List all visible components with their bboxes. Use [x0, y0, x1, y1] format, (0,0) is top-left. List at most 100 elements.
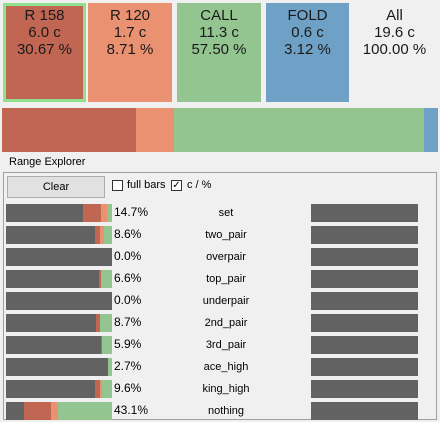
bar-segment — [6, 402, 25, 420]
hand-category-row[interactable]: 9.6% king_high — [6, 379, 434, 398]
hand-category-row[interactable]: 8.6% two_pair — [6, 225, 434, 244]
bar-segment — [100, 314, 112, 332]
strategy-strip — [2, 108, 438, 152]
action-mix-bar — [6, 402, 112, 420]
bar-segment — [101, 270, 112, 288]
tile-value: 0.6 c — [291, 24, 324, 41]
action-tile[interactable]: FOLD 0.6 c 3.12 % — [266, 3, 349, 102]
tile-name: FOLD — [287, 7, 328, 24]
tile-name: CALL — [200, 7, 238, 24]
category-name: 3rd_pair — [205, 339, 247, 351]
category-name: 2nd_pair — [204, 317, 248, 329]
tile-value: 1.7 c — [113, 24, 147, 41]
tile-pct: 30.67 % — [16, 41, 73, 58]
category-name: two_pair — [205, 229, 247, 241]
detail-bar — [311, 248, 418, 266]
action-mix-bar — [6, 226, 112, 244]
tile-pct: 3.12 % — [284, 41, 331, 58]
c-pct-checkbox[interactable]: ✓ — [171, 180, 182, 191]
action-mix-bar — [6, 248, 112, 266]
bar-segment — [50, 402, 58, 420]
category-name: overpair — [206, 251, 246, 263]
tile-value: 19.6 c — [374, 24, 415, 41]
category-percent: 8.7% — [114, 315, 142, 329]
range-explorer-title: Range Explorer — [9, 156, 86, 168]
hand-category-row[interactable]: 43.1% nothing — [6, 401, 434, 420]
full-bars-checkbox[interactable] — [112, 180, 123, 191]
hand-category-row[interactable]: 14.7% set — [6, 203, 434, 222]
bar-segment — [6, 226, 96, 244]
bar-segment — [100, 380, 103, 398]
bar-segment — [103, 226, 112, 244]
bar-segment — [99, 270, 102, 288]
bar-segment — [101, 336, 103, 354]
category-percent: 6.6% — [114, 271, 142, 285]
detail-bar — [311, 336, 418, 354]
clear-button[interactable]: Clear — [7, 176, 105, 198]
category-percent: 2.7% — [114, 359, 142, 373]
tile-value: 6.0 c — [28, 24, 61, 41]
bar-segment — [96, 314, 101, 332]
category-name: underpair — [202, 295, 250, 307]
action-tile[interactable]: R 158 6.0 c 30.67 % — [3, 3, 86, 102]
bar-segment — [6, 204, 84, 222]
category-percent: 9.6% — [114, 381, 142, 395]
bar-segment — [57, 402, 112, 420]
strip-segment — [135, 108, 174, 152]
strip-segment — [424, 108, 438, 152]
strip-segment — [2, 108, 136, 152]
bar-segment — [101, 204, 107, 222]
action-tile[interactable]: R 120 1.7 c 8.71 % — [88, 3, 172, 102]
action-mix-bar — [6, 358, 112, 376]
category-percent: 43.1% — [114, 403, 149, 417]
action-tile[interactable]: All 19.6 c 100.00 % — [351, 3, 438, 102]
detail-bar — [311, 358, 418, 376]
detail-bar — [311, 292, 418, 310]
hand-category-row[interactable]: 2.7% ace_high — [6, 357, 434, 376]
bar-segment — [24, 402, 51, 420]
action-mix-bar — [6, 270, 112, 288]
hand-category-row[interactable]: 6.6% top_pair — [6, 269, 434, 288]
hand-category-row[interactable]: 0.0% underpair — [6, 291, 434, 310]
hand-category-row[interactable]: 0.0% overpair — [6, 247, 434, 266]
tile-name: R 120 — [109, 7, 151, 24]
category-name: top_pair — [206, 273, 246, 285]
strip-segment — [173, 108, 425, 152]
action-mix-bar — [6, 292, 112, 310]
detail-bar — [311, 314, 418, 332]
bar-segment — [102, 380, 112, 398]
bar-segment — [106, 204, 112, 222]
range-explorer-panel: Clear full bars ✓ c / % 14.7% set 8.6% two_… — [3, 172, 437, 420]
category-percent: 14.7% — [114, 205, 149, 219]
c-pct-label: c / % — [187, 179, 212, 191]
bar-segment — [6, 358, 108, 376]
full-bars-label: full bars — [127, 179, 166, 191]
tile-value: 11.3 c — [199, 24, 239, 41]
hand-category-row[interactable]: 8.7% 2nd_pair — [6, 313, 434, 332]
category-percent: 0.0% — [114, 249, 142, 263]
category-name: ace_high — [203, 361, 249, 373]
bar-segment — [6, 380, 96, 398]
bar-segment — [100, 226, 104, 244]
action-mix-bar — [6, 336, 112, 354]
category-percent: 8.6% — [114, 227, 142, 241]
tile-pct: 100.00 % — [362, 41, 427, 58]
bar-segment — [95, 226, 101, 244]
detail-bar — [311, 270, 418, 288]
action-mix-bar — [6, 314, 112, 332]
tile-name: All — [386, 7, 403, 24]
detail-bar — [311, 402, 418, 420]
detail-bar — [311, 204, 418, 222]
bar-segment — [83, 204, 102, 222]
tile-pct: 8.71 % — [106, 41, 154, 58]
action-mix-bar — [6, 380, 112, 398]
hand-category-row[interactable]: 5.9% 3rd_pair — [6, 335, 434, 354]
bar-segment — [95, 380, 101, 398]
category-percent: 0.0% — [114, 293, 142, 307]
category-name: set — [218, 207, 234, 219]
bar-segment — [6, 248, 112, 266]
bar-segment — [6, 314, 97, 332]
action-tile[interactable]: CALL 11.3 c 57.50 % — [177, 3, 261, 102]
bar-segment — [102, 336, 112, 354]
category-name: king_high — [202, 383, 250, 395]
